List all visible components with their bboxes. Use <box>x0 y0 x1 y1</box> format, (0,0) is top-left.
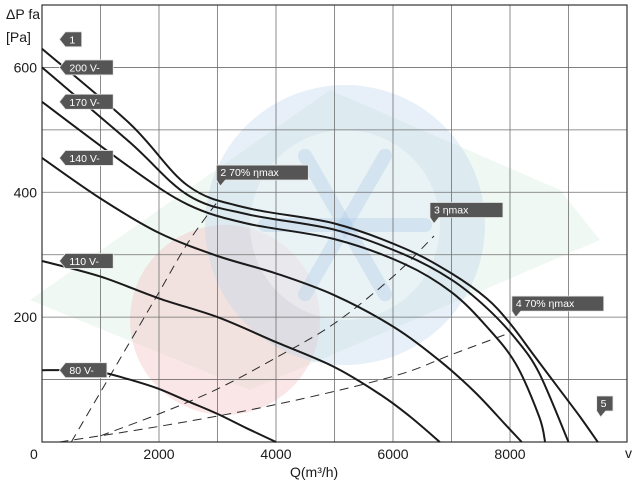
fan-curve-line <box>41 66 570 443</box>
curve-tag: 2 70% ηmax <box>216 164 309 187</box>
tag-shape <box>58 93 114 110</box>
fan-curve-line <box>41 100 547 443</box>
curve-tag: 4 70% ηmax <box>511 295 605 318</box>
efficiency-dashed-line <box>70 201 218 443</box>
efficiency-dashed-line <box>59 332 511 443</box>
plot-frame <box>41 4 628 443</box>
tag-shape <box>58 362 108 379</box>
y-tick-label: 400 <box>14 184 38 200</box>
x-tick-label: 8000 <box>494 446 525 462</box>
curve-tag: 80 V- <box>58 362 108 379</box>
tag-shape <box>58 253 114 269</box>
fan-curve-line <box>41 47 599 443</box>
tag-label: 140 V- <box>69 153 100 165</box>
y-tick-label: 600 <box>14 59 38 75</box>
tag-label: 80 V- <box>69 365 94 377</box>
curve-tag: 110 V- <box>58 253 114 269</box>
watermark-snowflake-arm <box>298 218 352 302</box>
tag-label: 5 <box>601 398 607 410</box>
curve-tag: 200 V- <box>58 59 114 76</box>
y-axis-unit: [Pa] <box>6 29 31 45</box>
curve-tag: 1 <box>58 31 83 48</box>
curve-tags: 1 200 V- 170 V- 140 V- 110 V- 80 V- 2 70% ηmax… <box>58 31 614 418</box>
watermark-snowflake-arm <box>338 218 392 302</box>
x-axis-right-label: v <box>625 445 632 461</box>
watermark-blue-disc <box>205 85 485 365</box>
tag-shape <box>58 150 114 166</box>
snowflake-watermark <box>30 85 600 415</box>
x-tick-label: 0 <box>30 446 38 462</box>
curve-tag: 5 <box>596 395 614 418</box>
watermark-snowflake-arm <box>298 148 352 232</box>
watermark-band <box>30 90 600 390</box>
tag-label: 170 V- <box>69 97 100 109</box>
fan-curve-line <box>41 157 523 443</box>
tag-shape <box>596 395 614 418</box>
efficiency-dashed-line <box>100 235 435 437</box>
curve-tag: 3 ηmax <box>429 202 504 225</box>
x-tick-label: 4000 <box>260 446 291 462</box>
x-axis-label: Q(m³/h) <box>290 464 338 480</box>
tick-labels: 0 2000 4000 6000 8000 200 400 600 <box>14 59 526 462</box>
curve-tag: 140 V- <box>58 150 114 166</box>
y-tick-label: 200 <box>14 309 38 325</box>
tag-label: 2 70% ηmax <box>220 167 279 179</box>
tag-shape <box>216 164 309 187</box>
curve-tag: 170 V- <box>58 93 114 110</box>
tag-shape <box>58 31 83 48</box>
tag-label: 110 V- <box>69 256 99 268</box>
tag-shape <box>58 59 114 76</box>
efficiency-lines <box>59 201 511 443</box>
watermark-snowflake-arm <box>338 148 392 232</box>
tag-shape <box>511 295 605 318</box>
tag-shape <box>429 202 504 225</box>
tag-label: 4 70% ηmax <box>516 298 575 310</box>
x-tick-label: 6000 <box>377 446 408 462</box>
tag-label: 1 <box>69 34 75 46</box>
y-axis-label: ΔP fa <box>6 6 40 22</box>
tag-label: 200 V- <box>69 62 100 74</box>
tag-label: 3 ηmax <box>434 205 469 217</box>
fan-curve-line <box>41 260 441 443</box>
x-tick-label: 2000 <box>143 446 174 462</box>
